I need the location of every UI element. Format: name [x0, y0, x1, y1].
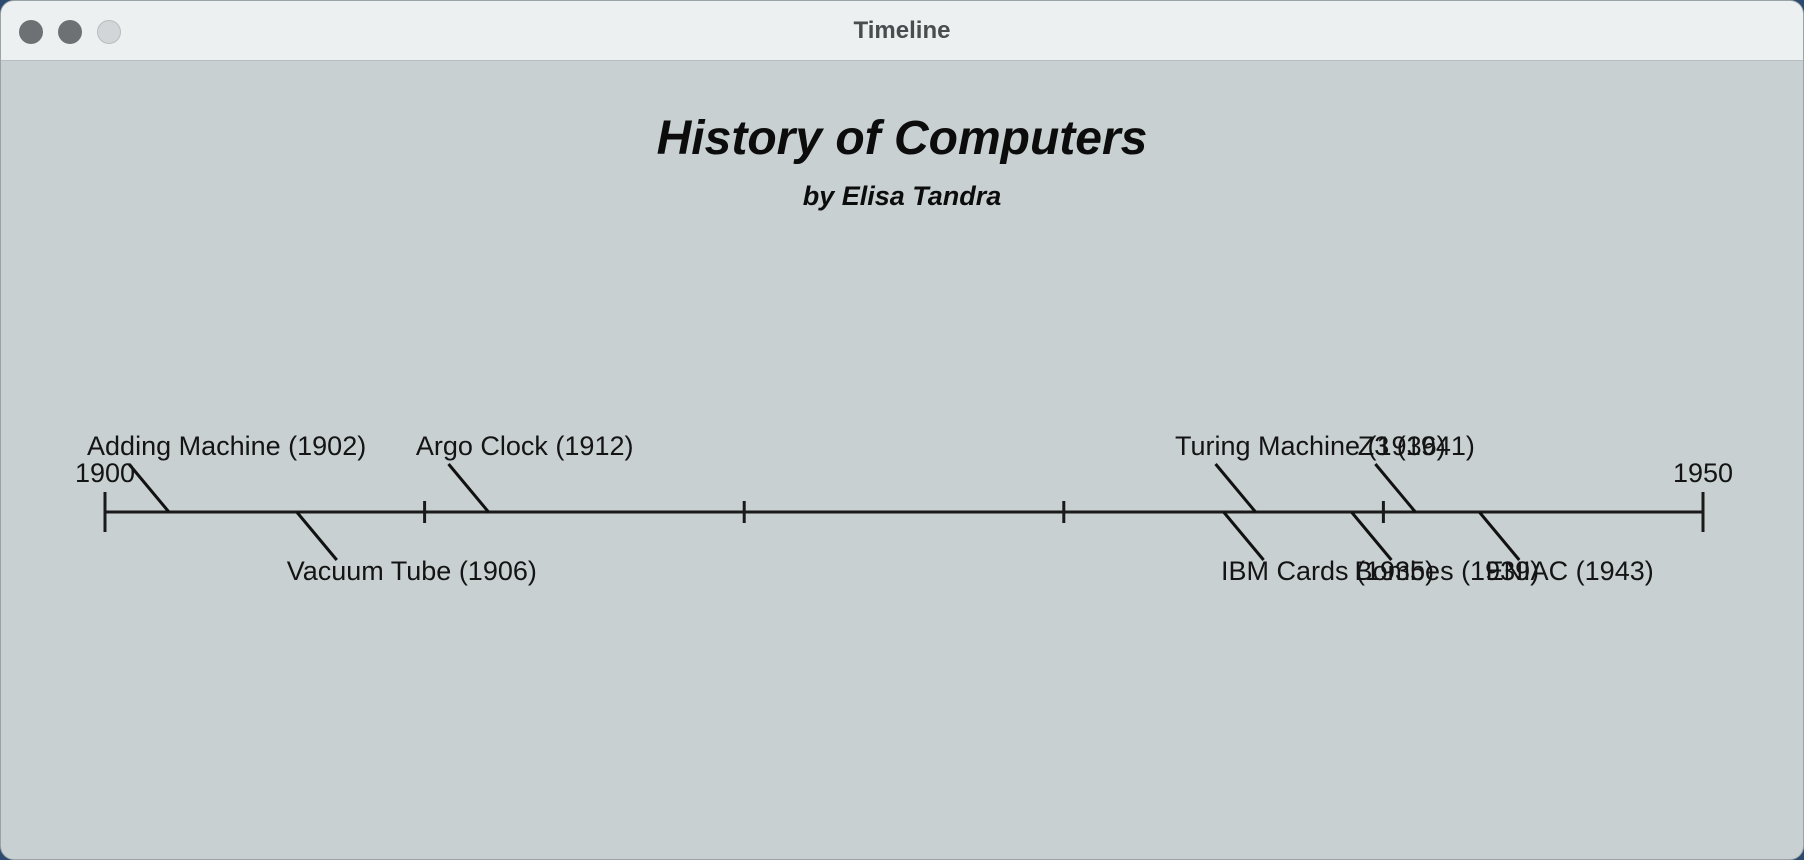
event-label: Bombes (1939) [1355, 556, 1540, 586]
event-connector-line [1222, 511, 1265, 561]
timeline-graphic: Adding Machine (1902) Vacuum Tube (1906) A… [75, 431, 1733, 586]
event-label: Adding Machine (1902) [87, 431, 366, 461]
window-title: Timeline [853, 17, 951, 44]
event-connector-line [1374, 463, 1417, 513]
event-label: ENIAC (1943) [1486, 556, 1654, 586]
title-bar[interactable]: Timeline [1, 1, 1803, 61]
event-label: Argo Clock (1912) [416, 431, 634, 461]
zoom-window-button[interactable] [97, 20, 121, 44]
minimize-window-button[interactable] [58, 20, 82, 44]
page-subtitle: by Elisa Tandra [802, 181, 1002, 211]
event-label: Turing Machine (1936) [1175, 431, 1446, 461]
event-connector-line [127, 463, 171, 513]
timeline-end-label: 1950 [1673, 458, 1733, 488]
event-connector-line [447, 463, 490, 513]
event-connector-line [1214, 463, 1257, 513]
event-label: Z3 (1941) [1358, 431, 1475, 461]
event-label: IBM Cards (1935) [1221, 556, 1434, 586]
timeline-start-label: 1900 [75, 458, 135, 488]
close-window-button[interactable] [19, 20, 43, 44]
event-label: Vacuum Tube (1906) [287, 556, 537, 586]
canvas-area: History of Computers by Elisa Tandra Add… [1, 61, 1803, 859]
event-connector-line [295, 511, 338, 561]
event-connector-line [1350, 511, 1393, 561]
event-connector-line [1478, 511, 1521, 561]
page-title: History of Computers [656, 112, 1148, 165]
